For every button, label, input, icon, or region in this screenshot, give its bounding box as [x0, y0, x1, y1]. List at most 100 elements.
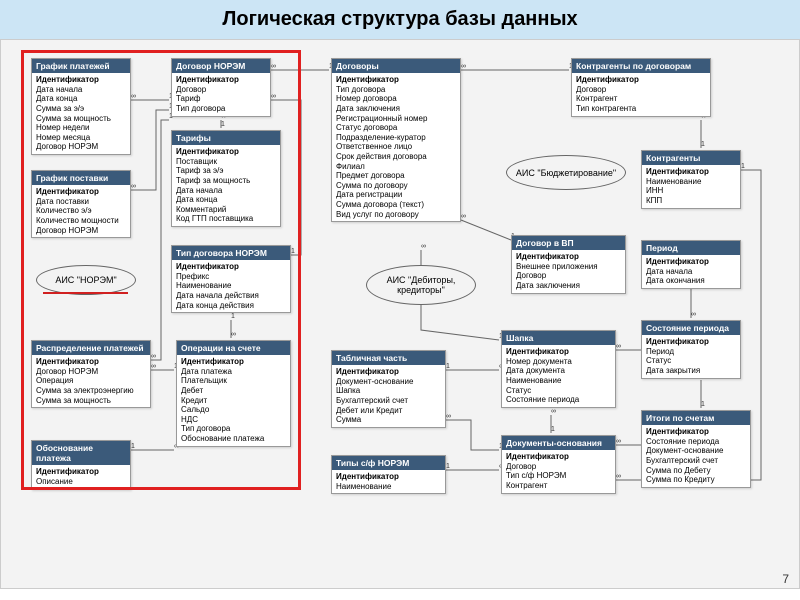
entity-field: Состояние периода — [506, 395, 611, 405]
entity-field: Количество э/э — [36, 206, 126, 216]
entity-field: Дата заключения — [516, 281, 621, 291]
entity-field: Сумма — [336, 415, 441, 425]
entity-field: Идентификатор — [36, 357, 146, 367]
entity-field: Наименование — [646, 177, 736, 187]
entity-field: Договор — [506, 462, 611, 472]
svg-text:∞: ∞ — [131, 93, 136, 100]
entity-field: Контрагент — [506, 481, 611, 491]
entity-header: Типы с/ф НОРЭМ — [332, 456, 445, 470]
page-title: Логическая структура базы данных — [0, 0, 800, 39]
label-ais-debit: АИС "Дебиторы, кредиторы" — [366, 265, 476, 305]
entity-body: ИдентификаторДата началаДата концаСумма … — [32, 73, 130, 154]
entity-field: Бухгалтерский счет — [336, 396, 441, 406]
entity-field: Номер документа — [506, 357, 611, 367]
svg-text:1: 1 — [446, 363, 450, 370]
entity-header: График платежей — [32, 59, 130, 73]
entity-field: Подразделение-куратор — [336, 133, 456, 143]
entity-field: Дата заключения — [336, 104, 456, 114]
entity-field: Идентификатор — [336, 367, 441, 377]
entity-field: Поставщик — [176, 157, 276, 167]
entity-body: ИдентификаторДокумент-основаниеШапкаБухг… — [332, 365, 445, 427]
entity-dok_osn: Документы-основанияИдентификаторДоговорТ… — [501, 435, 616, 494]
entity-header: Контрагенты по договорам — [572, 59, 710, 73]
svg-text:1: 1 — [741, 163, 745, 170]
entity-tip_dog_norem: Тип договора НОРЭМИдентификаторПрефиксНа… — [171, 245, 291, 313]
entity-kontr_dog: Контрагенты по договорамИдентификаторДог… — [571, 58, 711, 117]
svg-text:1: 1 — [551, 426, 555, 433]
entity-field: Сумма по Кредиту — [646, 475, 746, 485]
entity-field: Дата начала — [36, 85, 126, 95]
svg-text:∞: ∞ — [421, 243, 426, 250]
page-number: 7 — [782, 572, 789, 586]
entity-body: ИдентификаторДоговорТарифТип договора — [172, 73, 270, 115]
entity-field: Идентификатор — [646, 257, 736, 267]
entity-header: Шапка — [502, 331, 615, 345]
entity-field: Количество мощности — [36, 216, 126, 226]
entity-field: Сумма за э/э — [36, 104, 126, 114]
entity-field: Дата конца — [176, 195, 276, 205]
entity-body: ИдентификаторДата началаДата окончания — [642, 255, 740, 288]
entity-field: Идентификатор — [646, 427, 746, 437]
entity-body: ИдентификаторПериодСтатусДата закрытия — [642, 335, 740, 377]
label-ais-budget-text: АИС "Бюджетирование" — [516, 168, 616, 178]
entity-header: Обоснование платежа — [32, 441, 130, 465]
entity-body: ИдентификаторДата поставкиКоличество э/э… — [32, 185, 130, 237]
entity-body: ИдентификаторВнешнее приложенияДоговорДа… — [512, 250, 625, 292]
entity-field: Идентификатор — [176, 75, 266, 85]
svg-text:∞: ∞ — [616, 473, 621, 480]
svg-text:∞: ∞ — [131, 183, 136, 190]
entity-field: Дебет — [181, 386, 286, 396]
svg-text:∞: ∞ — [616, 438, 621, 445]
entity-field: Плательщик — [181, 376, 286, 386]
svg-text:1: 1 — [446, 463, 450, 470]
entity-body: ИдентификаторОписание — [32, 465, 130, 488]
entity-dogovory: ДоговорыИдентификаторТип договораНомер д… — [331, 58, 461, 222]
entity-body: ИдентификаторПоставщикТариф за э/эТариф … — [172, 145, 280, 226]
entity-field: Срок действия договора — [336, 152, 456, 162]
entity-body: ИдентификаторДоговор НОРЭМОперацияСумма … — [32, 355, 150, 407]
entity-field: Договор НОРЭМ — [36, 367, 146, 377]
entity-tipy_sf_norem: Типы с/ф НОРЭМИдентификаторНаименование — [331, 455, 446, 494]
entity-field: Шапка — [336, 386, 441, 396]
entity-tab_chast: Табличная частьИдентификаторДокумент-осн… — [331, 350, 446, 428]
entity-body: ИдентификаторНомер документаДата докумен… — [502, 345, 615, 407]
entity-field: Договор — [176, 85, 266, 95]
entity-rasp_plat: Распределение платежейИдентификаторДогов… — [31, 340, 151, 408]
entity-field: Состояние периода — [646, 437, 746, 447]
entity-period: ПериодИдентификаторДата началаДата оконч… — [641, 240, 741, 289]
entity-field: Дата закрытия — [646, 366, 736, 376]
entity-header: Распределение платежей — [32, 341, 150, 355]
entity-obosn_plat: Обоснование платежаИдентификаторОписание — [31, 440, 131, 490]
entity-field: Филиал — [336, 162, 456, 172]
entity-field: Идентификатор — [36, 467, 126, 477]
entity-field: Тариф за э/э — [176, 166, 276, 176]
entity-field: Идентификатор — [506, 347, 611, 357]
svg-text:1: 1 — [131, 443, 135, 450]
entity-field: Тип контрагента — [576, 104, 706, 114]
entity-kontragenty: КонтрагентыИдентификаторНаименованиеИННК… — [641, 150, 741, 209]
entity-header: Тип договора НОРЭМ — [172, 246, 290, 260]
label-ais-debit-text: АИС "Дебиторы, кредиторы" — [369, 275, 473, 295]
svg-text:∞: ∞ — [691, 311, 696, 318]
entity-field: Идентификатор — [336, 472, 441, 482]
entity-field: Наименование — [176, 281, 286, 291]
entity-header: Табличная часть — [332, 351, 445, 365]
entity-field: Идентификатор — [181, 357, 286, 367]
entity-field: Сумма по Дебету — [646, 466, 746, 476]
entity-field: Статус — [646, 356, 736, 366]
entity-field: Статус — [506, 386, 611, 396]
entity-field: Документ-основание — [646, 446, 746, 456]
svg-text:∞: ∞ — [271, 63, 276, 70]
entity-field: Сальдо — [181, 405, 286, 415]
svg-text:∞: ∞ — [151, 353, 156, 360]
entity-field: Дебет или Кредит — [336, 406, 441, 416]
entity-field: Дата поставки — [36, 197, 126, 207]
entity-field: КПП — [646, 196, 736, 206]
entity-field: Идентификатор — [36, 187, 126, 197]
entity-body: ИдентификаторДата платежаПлательщикДебет… — [177, 355, 290, 445]
entity-field: Идентификатор — [646, 167, 736, 177]
entity-field: Регистрационный номер — [336, 114, 456, 124]
entity-field: Тариф — [176, 94, 266, 104]
entity-field: Контрагент — [576, 94, 706, 104]
entity-field: Дата конца — [36, 94, 126, 104]
